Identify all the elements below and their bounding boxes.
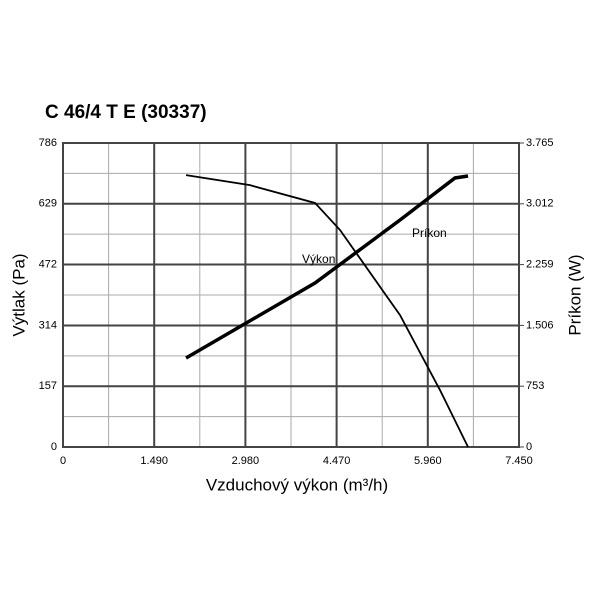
series-label: Výkon [302,252,335,266]
y2-tick-label: 3.765 [526,137,554,149]
y2-tick-label: 2.259 [526,259,554,271]
y-tick-label: 472 [39,258,57,270]
series-line [185,174,469,448]
chart-title: C 46/4 T E (30337) [45,102,207,123]
y2-tick-label: 0 [526,441,532,453]
x-tick-label: 5.960 [414,455,442,467]
series-label: Príkon [412,226,447,240]
y2-tick-label: 3.012 [526,198,554,210]
x-tick-label: 0 [60,455,66,467]
x-axis-label: Vzduchový výkon (m³/h) [206,475,388,494]
y2-tick-label: 753 [526,380,544,392]
y2-axis-label: Príkon (W) [565,254,584,335]
x-tick-label: 4.470 [323,455,351,467]
y-tick-label: 0 [51,441,57,453]
y-axis-label: Výtlak (Pa) [9,253,28,336]
plot-frame [62,142,520,448]
x-tick-label: 1.490 [140,455,168,467]
series-line [185,174,469,360]
x-tick-label: 2.980 [232,455,260,467]
y-tick-label: 629 [39,198,57,210]
y-tick-label: 157 [39,380,57,392]
y-tick-label: 314 [39,319,57,331]
x-tick-label: 7.450 [505,455,533,467]
y2-tick-label: 1.506 [526,319,554,331]
y-tick-label: 786 [39,137,57,149]
